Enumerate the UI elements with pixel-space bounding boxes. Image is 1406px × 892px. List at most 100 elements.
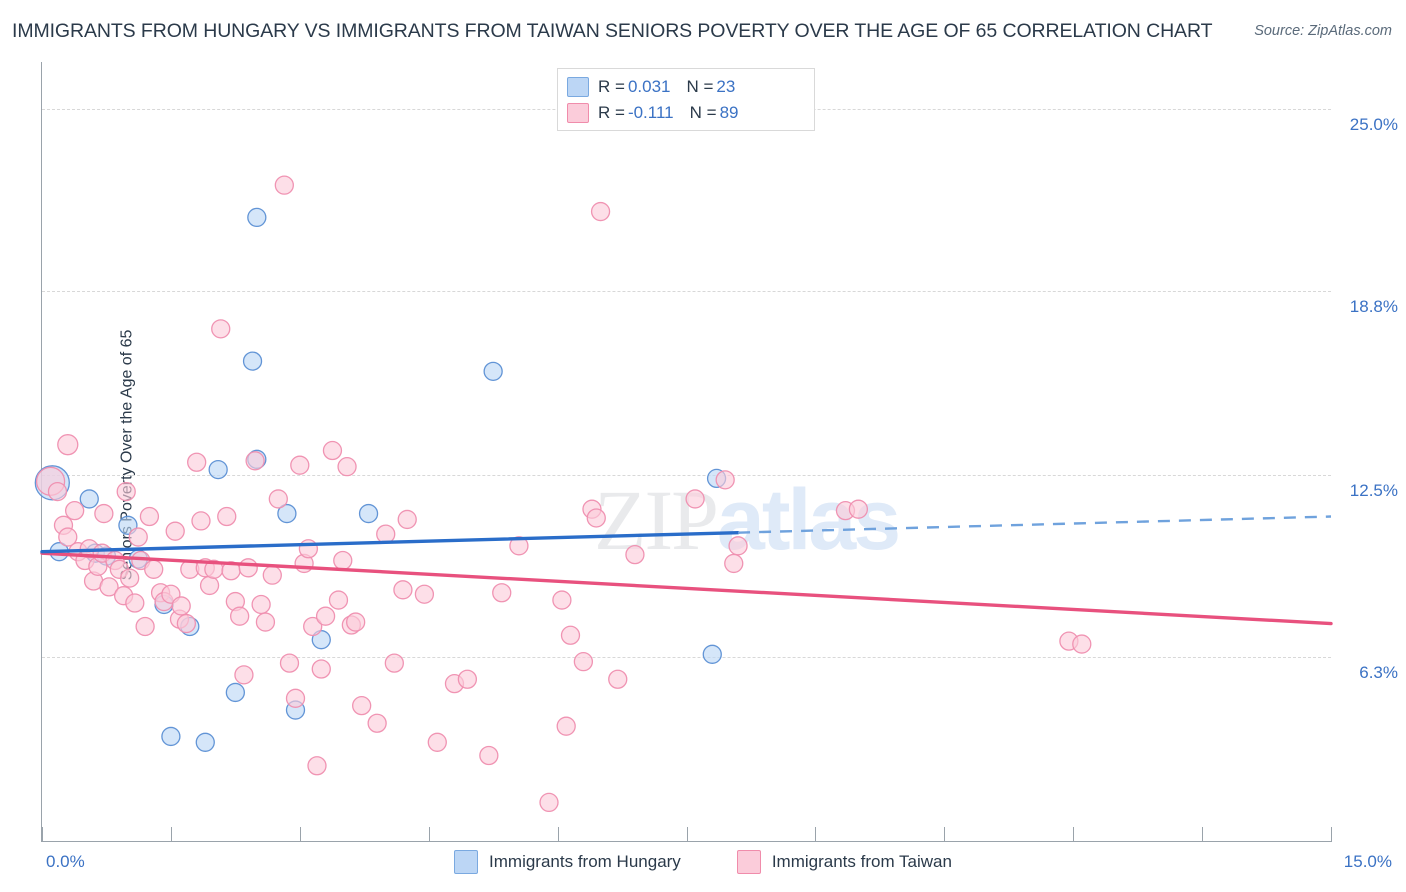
x-axis-tick [428, 827, 430, 842]
data-point [397, 509, 417, 530]
data-point [539, 792, 559, 813]
data-point [225, 682, 246, 703]
data-point [268, 489, 288, 509]
data-point [255, 612, 276, 632]
n-label-taiwan: N = [689, 103, 717, 122]
n-label-hungary: N = [686, 77, 714, 96]
plot-area: ZIPatlas [34, 62, 1333, 842]
data-point [234, 665, 254, 685]
data-point [135, 616, 155, 637]
data-point [384, 653, 404, 673]
data-point [315, 606, 336, 626]
data-point [58, 527, 78, 547]
data-point [376, 524, 396, 544]
data-point [290, 455, 310, 475]
page-title: IMMIGRANTS FROM HUNGARY VS IMMIGRANTS FR… [12, 20, 1213, 42]
series-swatch-hungary-icon [454, 850, 479, 874]
data-point [247, 207, 267, 228]
data-point [116, 481, 136, 502]
data-point [229, 606, 250, 626]
legend-swatch-hungary-icon [567, 77, 589, 97]
data-point [191, 511, 211, 531]
data-point [285, 688, 306, 708]
data-point [94, 503, 114, 524]
data-point [560, 625, 581, 645]
data-point [303, 616, 323, 637]
data-point [427, 732, 447, 752]
data-point [586, 508, 606, 528]
data-point [79, 489, 99, 509]
data-point [128, 527, 148, 547]
data-point [298, 539, 319, 559]
data-point [279, 653, 300, 673]
data-point [333, 550, 353, 571]
data-point [251, 594, 271, 615]
data-point [322, 440, 343, 461]
gridline [42, 657, 1331, 659]
x-axis-tick [1202, 827, 1204, 842]
data-point [277, 503, 297, 524]
y-axis-tick-label: 6.3% [1359, 663, 1398, 683]
trendline-hungary-solid [40, 530, 740, 554]
series-swatch-taiwan-icon [736, 850, 761, 874]
series-taiwan-points [35, 175, 1092, 813]
series-legend-item-hungary[interactable]: Immigrants from Hungary [454, 850, 681, 874]
data-point [195, 732, 215, 752]
y-axis-tick-label: 12.5% [1349, 481, 1398, 501]
data-point [125, 593, 145, 613]
data-point [346, 612, 366, 632]
series-label-hungary: Immigrants from Hungary [489, 852, 681, 871]
data-point [47, 481, 68, 502]
data-point [144, 559, 164, 579]
x-axis-tick [299, 827, 301, 842]
data-point [573, 652, 594, 672]
stats-legend-row-taiwan: R = -0.111 N = 89 [567, 100, 805, 126]
r-label-hungary: R = [598, 77, 625, 96]
trendline-taiwan [40, 551, 1333, 626]
data-point [848, 499, 869, 519]
r-value-taiwan: -0.111 [627, 103, 674, 122]
data-point [367, 713, 387, 733]
x-axis-tick [815, 827, 817, 842]
data-point [199, 575, 220, 596]
data-point [483, 361, 503, 382]
x-axis-tick [1331, 827, 1332, 842]
data-point [99, 577, 119, 597]
data-point [238, 558, 258, 578]
data-point [492, 583, 512, 603]
data-point [171, 596, 191, 616]
data-point [211, 319, 231, 339]
data-point [590, 201, 611, 222]
data-point [139, 506, 160, 527]
source-label: Source: ZipAtlas.com [1254, 23, 1392, 39]
data-point [217, 506, 237, 527]
data-point [311, 659, 331, 679]
stats-legend-row-hungary: R = 0.031 N = 23 [567, 74, 805, 100]
data-point [262, 565, 282, 585]
x-axis-tick [1073, 827, 1075, 842]
data-point [608, 669, 628, 689]
x-axis-tick [944, 827, 946, 842]
data-point [702, 644, 722, 664]
data-point [245, 451, 265, 471]
data-point [307, 756, 327, 776]
scatter-layer [34, 175, 1333, 813]
data-point [65, 500, 85, 521]
data-point [165, 521, 185, 541]
n-value-hungary: 23 [716, 77, 736, 96]
x-axis-tick [170, 827, 172, 842]
series-legend: Immigrants from Hungary Immigrants from … [0, 850, 1406, 874]
data-point [625, 544, 645, 565]
stats-legend: R = 0.031 N = 23 R = -0.111 N = 89 [557, 68, 815, 131]
series-legend-item-taiwan[interactable]: Immigrants from Taiwan [736, 850, 952, 874]
data-point [120, 568, 140, 588]
series-label-taiwan: Immigrants from Taiwan [771, 852, 952, 871]
x-axis-tick [557, 827, 559, 842]
data-point [176, 613, 197, 634]
data-point [352, 696, 372, 716]
r-label-taiwan: R = [598, 103, 625, 122]
gridline [42, 475, 1331, 477]
r-value-hungary: 0.031 [627, 77, 671, 96]
x-axis-max-label: 15.0% [1343, 852, 1392, 871]
x-axis-min-label: 0.0% [46, 852, 85, 871]
